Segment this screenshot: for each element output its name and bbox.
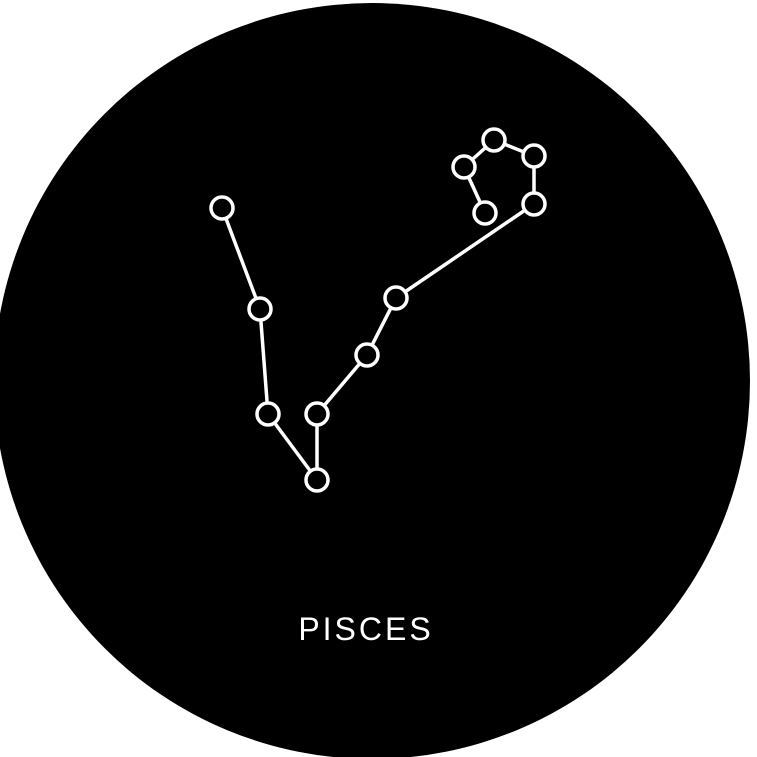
- star: [383, 285, 409, 311]
- star: [255, 401, 281, 427]
- constellation-title: PISCES: [298, 611, 434, 647]
- star: [354, 342, 380, 368]
- star: [472, 200, 498, 226]
- star: [451, 154, 477, 180]
- star: [481, 127, 507, 153]
- star: [209, 195, 235, 221]
- star: [247, 296, 273, 322]
- star: [521, 143, 547, 169]
- star: [521, 191, 547, 217]
- constellation-stars: [209, 127, 547, 493]
- black-disc-background: [0, 3, 750, 757]
- star: [304, 467, 330, 493]
- star: [304, 401, 330, 427]
